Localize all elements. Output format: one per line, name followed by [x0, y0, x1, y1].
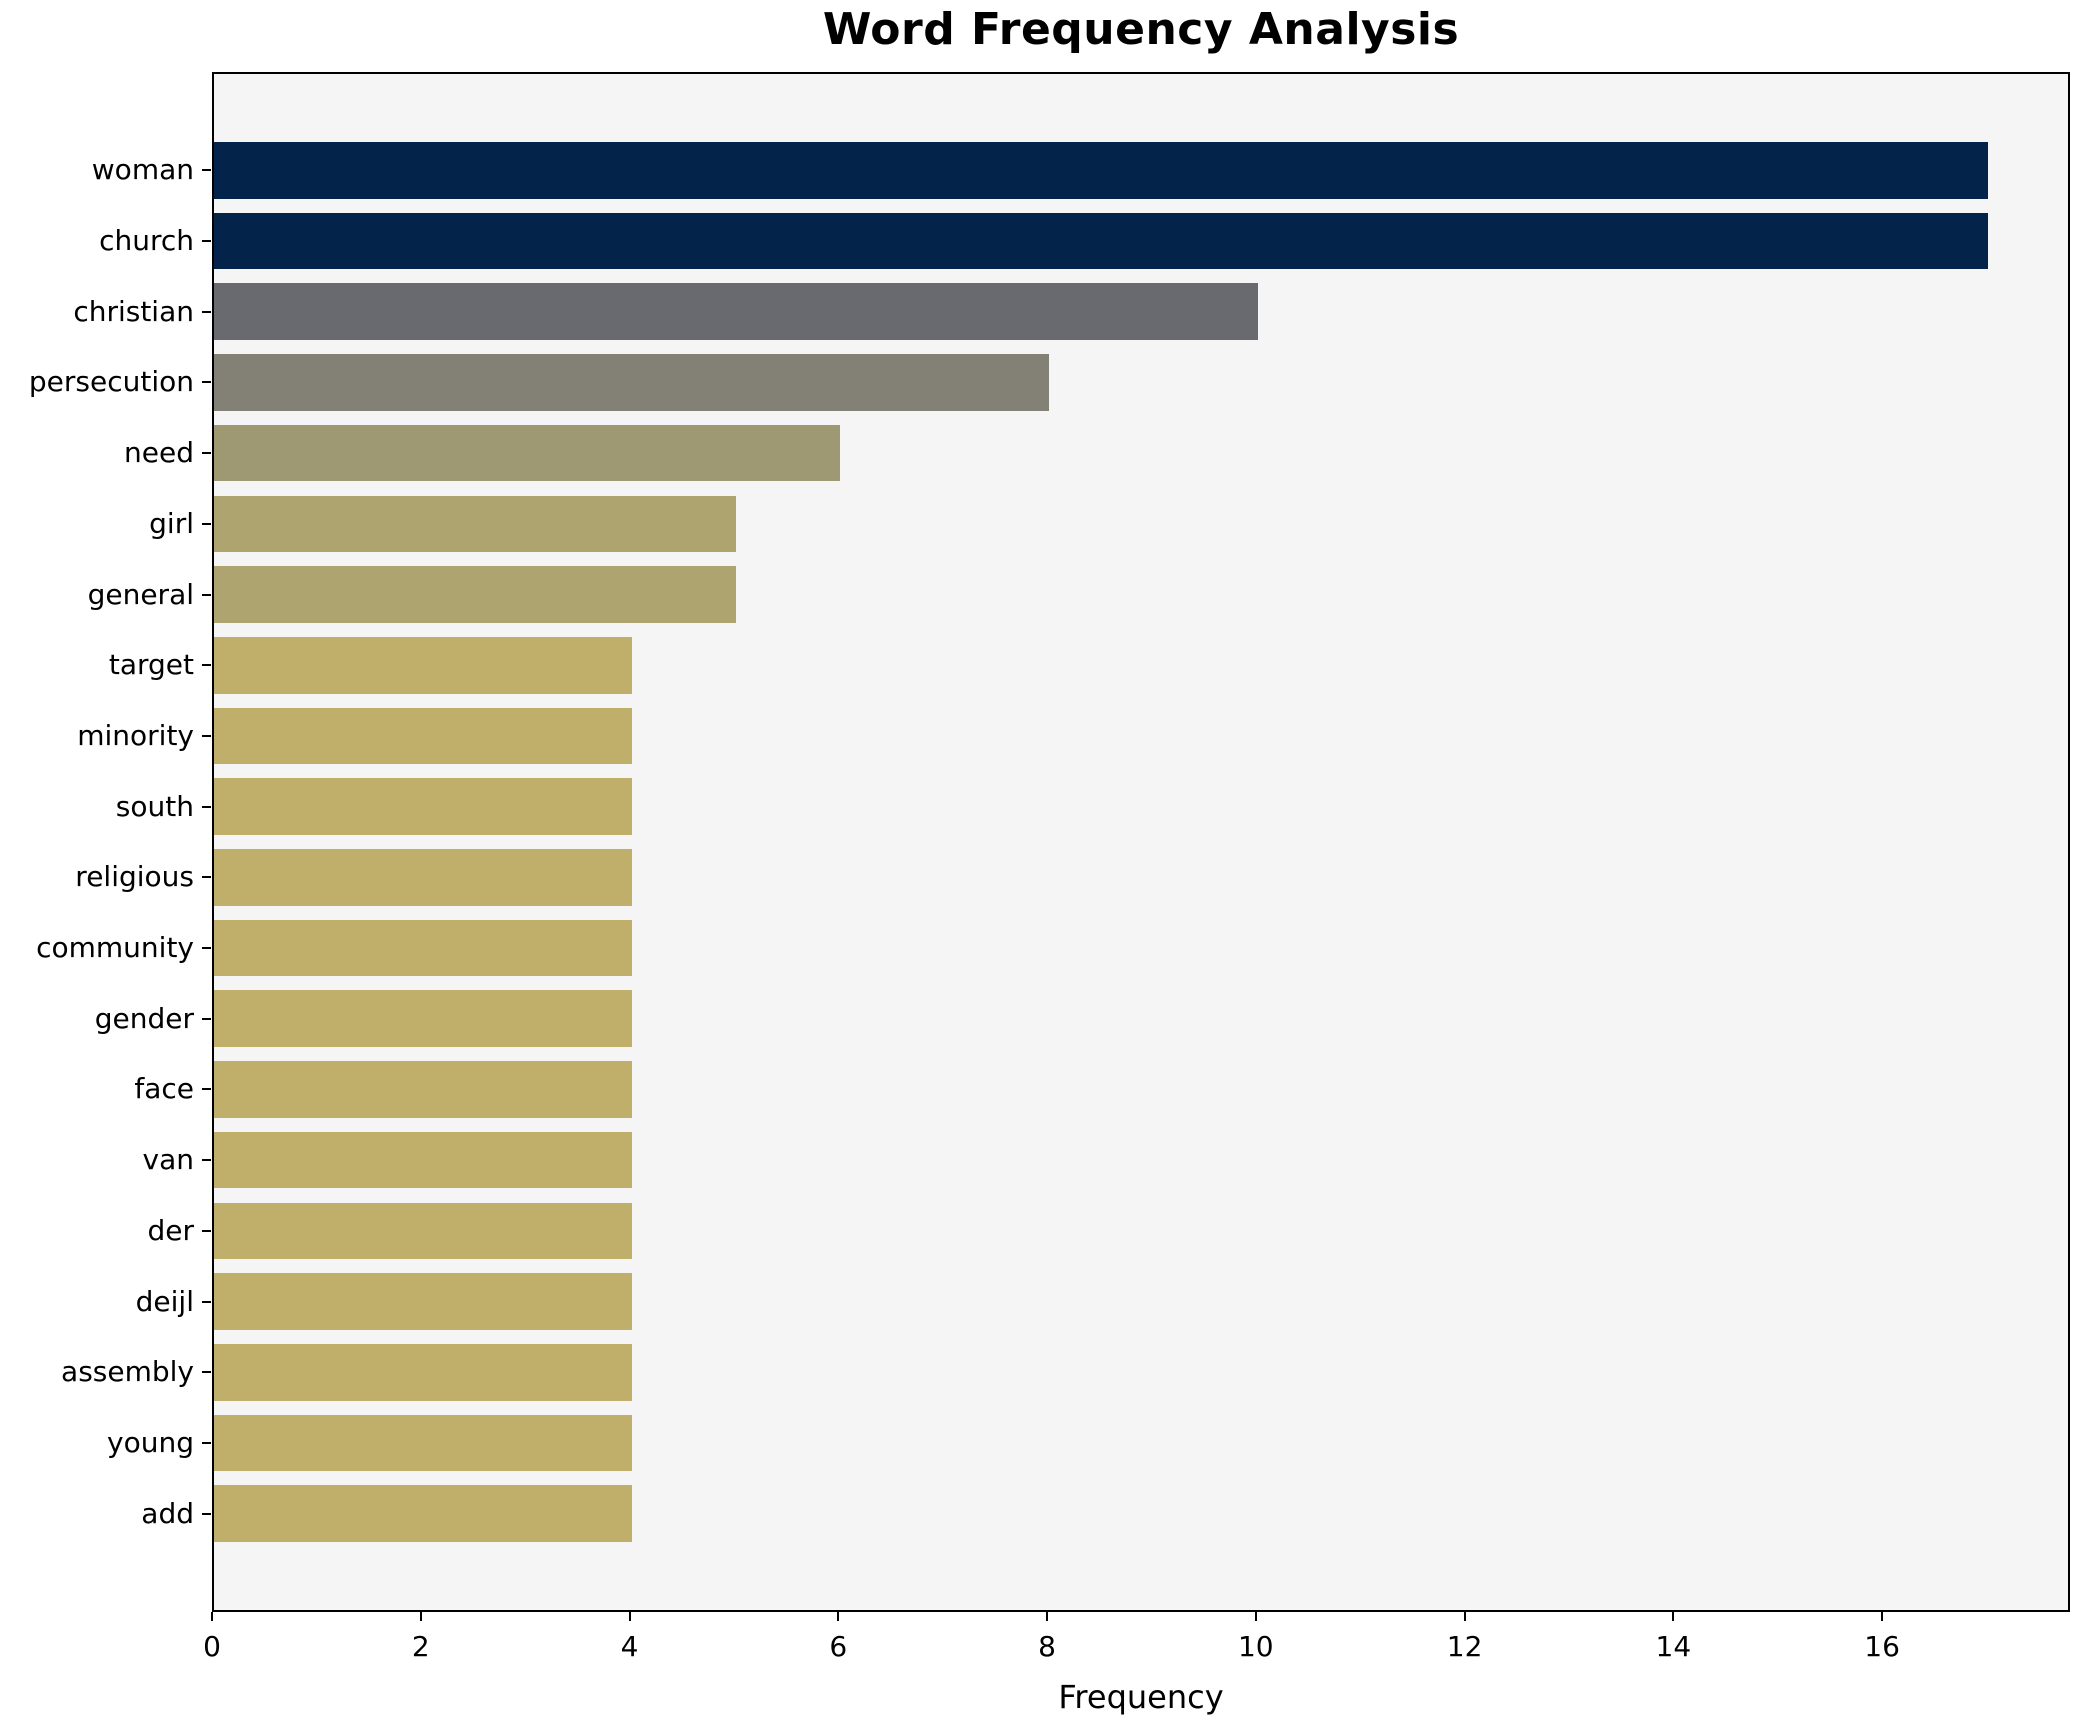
bar-persecution: [214, 354, 1050, 411]
bar-der: [214, 1202, 632, 1260]
y-tick: [202, 381, 211, 384]
y-tick: [202, 1088, 211, 1091]
y-tick: [202, 1512, 211, 1515]
bar-young: [214, 1414, 632, 1472]
x-tick: [837, 1612, 840, 1621]
x-tick-label-4: 4: [620, 1630, 639, 1663]
bar-face: [214, 1061, 632, 1118]
y-tick: [202, 169, 211, 172]
y-tick-label-van: van: [142, 1143, 194, 1177]
y-tick-label-girl: girl: [149, 506, 194, 540]
y-tick: [202, 1159, 211, 1162]
bar-assembly: [214, 1344, 632, 1401]
y-tick: [202, 1371, 211, 1374]
y-tick-label-persecution: persecution: [28, 365, 194, 399]
y-tick: [202, 1229, 211, 1232]
y-tick-label-target: target: [108, 648, 194, 682]
bar-add: [214, 1485, 632, 1542]
x-tick: [1672, 1612, 1675, 1621]
bar-need: [214, 424, 841, 482]
y-tick: [202, 1017, 211, 1020]
y-tick-label-gender: gender: [94, 1001, 194, 1035]
x-tick-label-12: 12: [1446, 1630, 1483, 1663]
bar-church: [214, 212, 1989, 270]
x-tick-label-0: 0: [203, 1630, 221, 1663]
bar-target: [214, 636, 632, 694]
x-tick-label-2: 2: [411, 1630, 430, 1663]
x-tick-label-10: 10: [1237, 1630, 1274, 1663]
bar-girl: [214, 495, 736, 553]
y-tick-label-need: need: [124, 436, 194, 470]
y-tick: [202, 664, 211, 667]
y-tick: [202, 947, 211, 950]
chart-title: Word Frequency Analysis: [822, 4, 1460, 55]
y-tick-label-woman: woman: [91, 153, 194, 187]
bar-general: [214, 566, 736, 623]
bar-minority: [214, 707, 632, 765]
y-tick: [202, 239, 211, 242]
y-tick: [202, 452, 211, 455]
bar-deijl: [214, 1273, 632, 1330]
bar-community: [214, 919, 632, 977]
x-tick: [1881, 1612, 1884, 1621]
bar-christian: [214, 283, 1258, 340]
plot-area: [212, 72, 2070, 1612]
y-tick: [202, 593, 211, 596]
y-tick-label-christian: christian: [73, 294, 194, 328]
x-axis-title: Frequency: [1058, 1678, 1224, 1716]
y-tick-label-south: south: [115, 789, 194, 823]
bar-south: [214, 778, 632, 835]
x-tick: [1463, 1612, 1466, 1621]
y-tick-label-face: face: [134, 1072, 194, 1106]
y-tick: [202, 734, 211, 737]
y-tick-label-add: add: [141, 1496, 194, 1530]
y-tick-label-deijl: deijl: [135, 1284, 194, 1318]
x-tick-label-8: 8: [1038, 1630, 1056, 1663]
y-tick: [202, 805, 211, 808]
y-tick: [202, 522, 211, 525]
x-tick: [628, 1612, 631, 1621]
y-tick-label-church: church: [99, 223, 194, 257]
x-tick: [211, 1612, 213, 1621]
bar-van: [214, 1131, 632, 1189]
x-tick: [1046, 1612, 1049, 1621]
bar-woman: [214, 142, 1989, 199]
y-tick-label-religious: religious: [75, 860, 194, 894]
y-tick-label-community: community: [36, 931, 194, 965]
x-tick: [419, 1612, 422, 1621]
bar-religious: [214, 849, 632, 906]
x-tick-label-6: 6: [829, 1630, 848, 1663]
y-tick-label-young: young: [107, 1426, 194, 1459]
y-tick: [202, 1442, 211, 1444]
x-tick-label-14: 14: [1655, 1630, 1692, 1663]
y-tick-label-assembly: assembly: [61, 1355, 194, 1389]
x-tick: [1254, 1612, 1257, 1621]
y-tick: [202, 1300, 211, 1303]
y-tick: [202, 310, 211, 313]
y-tick: [202, 876, 211, 879]
x-tick-label-16: 16: [1864, 1630, 1900, 1663]
y-tick-label-general: general: [87, 577, 194, 611]
y-tick-label-der: der: [147, 1213, 194, 1247]
bar-gender: [214, 990, 632, 1048]
y-tick-label-minority: minority: [77, 718, 194, 752]
